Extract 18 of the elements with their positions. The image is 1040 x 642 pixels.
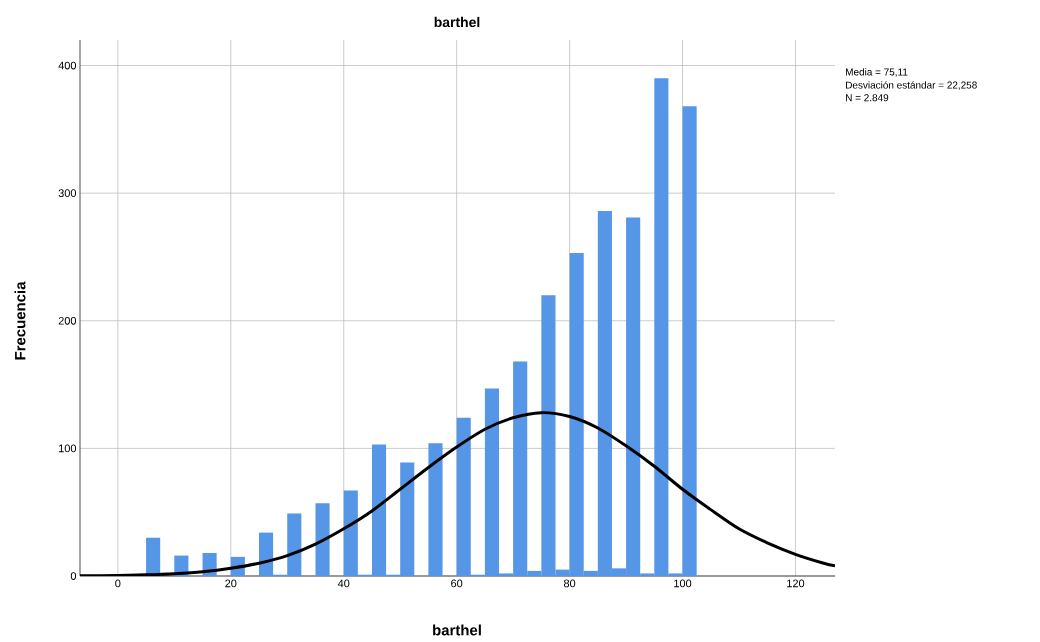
y-tick-label: 200 [58,316,77,325]
y-tick-label: 0 [70,572,77,580]
x-tick-label: 20 [225,579,237,588]
y-tick-label: 100 [59,444,77,453]
x-tick-label: 0 [115,579,121,588]
text: Media = 75,11 [846,68,908,77]
x-tick-label: 40 [337,579,350,588]
y-axis-title: Frecuencia [14,281,26,360]
x-tick-label: 100 [674,579,692,588]
x-tick-label: 120 [787,579,805,588]
text: N = 2.849 [846,94,889,102]
x-tick-label: 80 [563,579,576,588]
chart-title: barthel [434,16,480,28]
x-axis-title: barthel [433,624,481,636]
y-tick-label: 400 [58,61,77,70]
text: Desviación estándar = 22,258 [846,81,977,90]
x-tick-label: 60 [451,579,463,588]
y-tick-label: 300 [58,189,77,198]
